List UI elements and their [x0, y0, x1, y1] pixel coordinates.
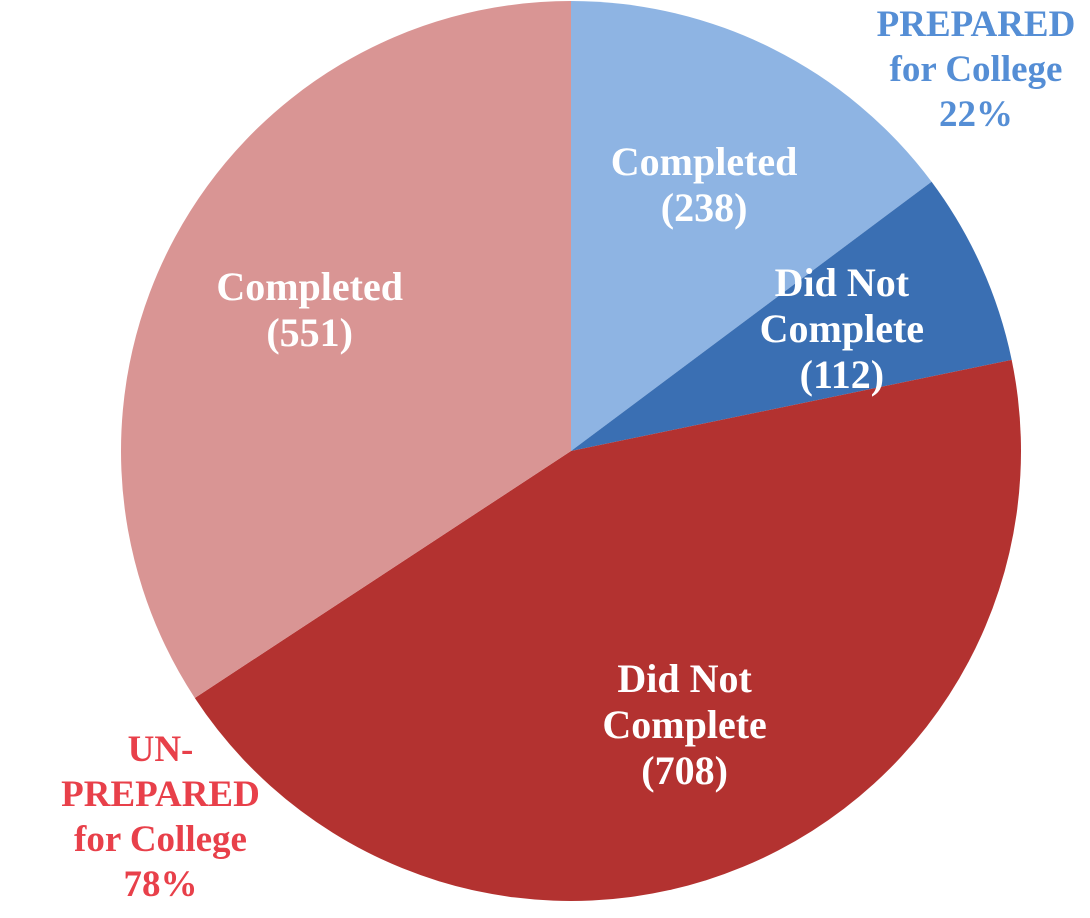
group-name: UN-PREPARED for College [61, 729, 260, 860]
group-name: PREPARED for College [876, 4, 1076, 90]
slice-value: (238) [660, 185, 748, 231]
group-value: 22% [939, 94, 1013, 135]
slice-name: Completed [216, 263, 403, 309]
pie-slice [571, 181, 1012, 451]
pie-slice [194, 359, 1021, 901]
slice-label: Did Not Complete (708) [565, 656, 805, 794]
slice-value: (708) [641, 748, 728, 794]
slice-name: Did Not Complete [602, 656, 767, 748]
group-label: PREPARED for College 22% [866, 2, 1086, 137]
slice-value: (551) [266, 309, 353, 355]
slice-name: Did Not Complete [759, 260, 925, 352]
pie-slice [571, 1, 932, 451]
pie-slice [120, 1, 572, 698]
slice-label: Completed (238) [584, 139, 824, 231]
slice-name: Completed [610, 139, 798, 185]
slice-label: Did Not Complete (112) [722, 260, 962, 398]
slice-label: Completed (551) [190, 264, 430, 356]
group-value: 78% [123, 864, 198, 905]
group-label: UN-PREPARED for College 78% [58, 727, 263, 907]
slice-value: (112) [799, 352, 885, 398]
